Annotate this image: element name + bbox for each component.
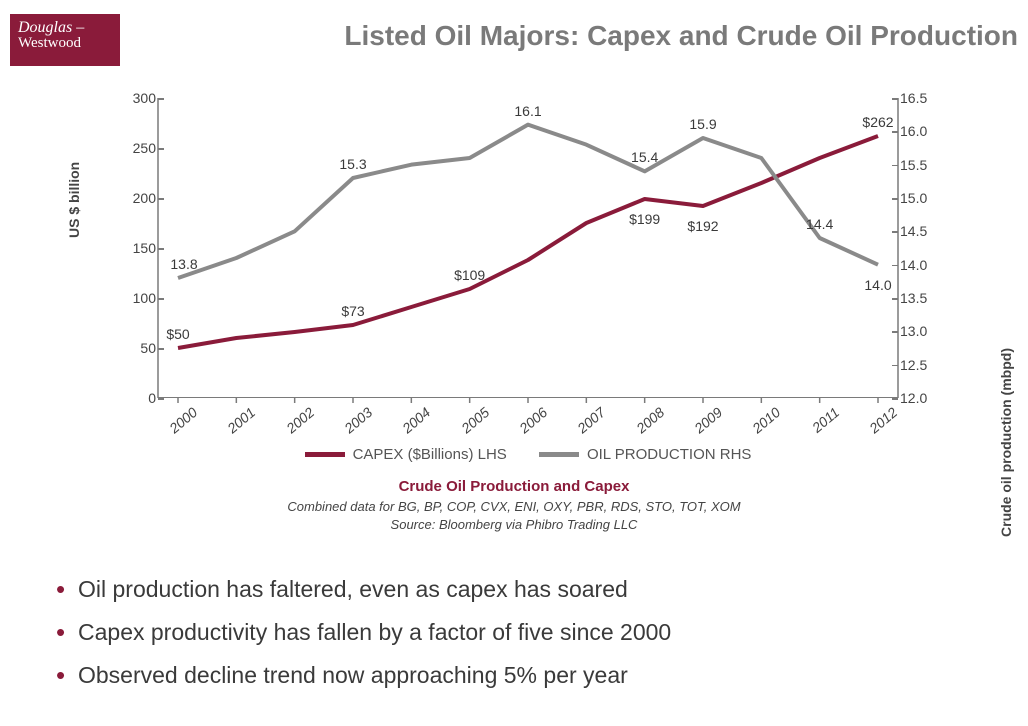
y1-tick: 150 bbox=[108, 240, 156, 256]
oil-line bbox=[178, 125, 878, 278]
y1-tick: 100 bbox=[108, 290, 156, 306]
bullet-list: Oil production has faltered, even as cap… bbox=[56, 560, 998, 705]
y1-axis-label: US $ billion bbox=[66, 162, 82, 238]
chart-legend: CAPEX ($Billions) LHS OIL PRODUCTION RHS bbox=[88, 444, 968, 463]
plot-area bbox=[158, 98, 898, 398]
logo-badge: Douglas – Westwood bbox=[10, 14, 120, 66]
chart-lines-svg bbox=[158, 98, 898, 397]
x-tick: 2006 bbox=[509, 404, 550, 442]
y1-tick: 300 bbox=[108, 90, 156, 106]
chart-caption: Combined data for BG, BP, COP, CVX, ENI,… bbox=[0, 498, 1028, 533]
x-tick: 2010 bbox=[743, 404, 784, 442]
legend-label-capex: CAPEX ($Billions) LHS bbox=[353, 446, 507, 463]
y2-tick: 14.0 bbox=[900, 257, 946, 273]
capex-line bbox=[178, 136, 878, 348]
data-label: $73 bbox=[341, 303, 364, 319]
chart-container: US $ billion Crude oil production (mbpd)… bbox=[88, 88, 968, 458]
y2-tick: 12.0 bbox=[900, 390, 946, 406]
data-label: 15.3 bbox=[339, 156, 366, 172]
data-label: $50 bbox=[166, 326, 189, 342]
data-label: 15.9 bbox=[689, 116, 716, 132]
y2-tick: 13.0 bbox=[900, 323, 946, 339]
legend-swatch-capex bbox=[305, 452, 345, 457]
legend-swatch-oil bbox=[539, 452, 579, 457]
data-label: $192 bbox=[687, 218, 718, 234]
data-label: 14.0 bbox=[864, 277, 891, 293]
legend-item-capex: CAPEX ($Billions) LHS bbox=[305, 446, 507, 463]
y2-tick: 15.0 bbox=[900, 190, 946, 206]
bullet-text: Oil production has faltered, even as cap… bbox=[78, 576, 628, 602]
y2-tick: 14.5 bbox=[900, 223, 946, 239]
bullet-item: Oil production has faltered, even as cap… bbox=[56, 576, 998, 603]
y1-tick: 0 bbox=[108, 390, 156, 406]
bullet-text: Observed decline trend now approaching 5… bbox=[78, 662, 628, 688]
data-label: 14.4 bbox=[806, 216, 833, 232]
data-label: $109 bbox=[454, 267, 485, 283]
data-label: 15.4 bbox=[631, 149, 658, 165]
y2-tick: 12.5 bbox=[900, 357, 946, 373]
x-tick: 2004 bbox=[393, 404, 434, 442]
chart-subtitle: Crude Oil Production and Capex bbox=[0, 478, 1028, 495]
y2-tick: 15.5 bbox=[900, 157, 946, 173]
chart-subtitle-text: Crude Oil Production and Capex bbox=[399, 478, 630, 495]
data-label: $262 bbox=[862, 114, 893, 130]
logo-line2: Westwood bbox=[18, 35, 81, 51]
bullet-text: Capex productivity has fallen by a facto… bbox=[78, 619, 671, 645]
x-tick: 2012 bbox=[859, 404, 900, 442]
y1-tick: 200 bbox=[108, 190, 156, 206]
x-tick: 2003 bbox=[334, 404, 375, 442]
caption-line2: Source: Bloomberg via Phibro Trading LLC bbox=[391, 517, 638, 532]
x-tick: 2008 bbox=[626, 404, 667, 442]
x-tick: 2011 bbox=[801, 404, 842, 442]
legend-label-oil: OIL PRODUCTION RHS bbox=[587, 446, 751, 463]
x-tick: 2005 bbox=[451, 404, 492, 442]
x-tick: 2007 bbox=[568, 404, 609, 442]
x-tick: 2002 bbox=[276, 404, 317, 442]
y2-tick: 16.5 bbox=[900, 90, 946, 106]
page-title: Listed Oil Majors: Capex and Crude Oil P… bbox=[230, 20, 1018, 52]
data-label: 13.8 bbox=[170, 256, 197, 272]
caption-line1: Combined data for BG, BP, COP, CVX, ENI,… bbox=[287, 499, 740, 514]
y2-tick: 16.0 bbox=[900, 123, 946, 139]
bullet-item: Capex productivity has fallen by a facto… bbox=[56, 619, 998, 646]
y1-tick: 250 bbox=[108, 140, 156, 156]
data-label: $199 bbox=[629, 211, 660, 227]
logo-line1: Douglas – bbox=[18, 19, 84, 36]
legend-item-oil: OIL PRODUCTION RHS bbox=[539, 446, 751, 463]
y1-tick: 50 bbox=[108, 340, 156, 356]
data-label: 16.1 bbox=[514, 103, 541, 119]
x-tick: 2001 bbox=[218, 404, 259, 442]
x-tick: 2009 bbox=[684, 404, 725, 442]
x-tick: 2000 bbox=[159, 404, 200, 442]
y2-tick: 13.5 bbox=[900, 290, 946, 306]
bullet-item: Observed decline trend now approaching 5… bbox=[56, 662, 998, 689]
